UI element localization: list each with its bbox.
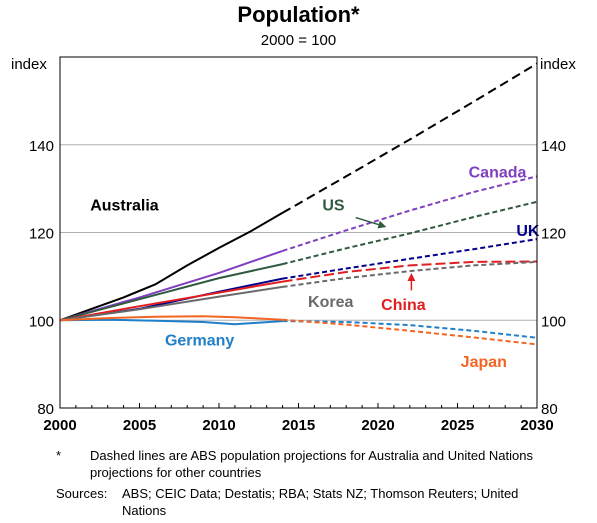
- annotation-arrow-0: [355, 216, 387, 229]
- sources-text: ABS; CEIC Data; Destatis; RBA; Stats NZ;…: [122, 486, 519, 518]
- series-label-uk: UK: [516, 223, 540, 240]
- plot-frame: [59, 56, 538, 409]
- footnote-text: Dashed lines are ABS population projecti…: [90, 448, 533, 480]
- series-us-actual: [59, 263, 283, 322]
- y-tick-right-140: 140: [541, 138, 566, 155]
- series-korea-projection: [282, 260, 538, 288]
- chart-title: Population*: [237, 2, 360, 27]
- series-us-projection: [282, 200, 538, 266]
- series-label-japan: Japan: [461, 354, 507, 371]
- series-china-actual: [59, 280, 283, 322]
- population-line-chart: 80 80 100 100 120 120 140 140 2000 2005 2010 2015 20…: [29, 56, 566, 434]
- y-tick-left-140: 140: [29, 138, 54, 155]
- series-canada-projection: [282, 175, 538, 252]
- x-tick-label-2000: 2000: [43, 417, 76, 434]
- series-label-china: China: [381, 297, 426, 314]
- chart-notes: * Dashed lines are ABS population projec…: [56, 447, 560, 519]
- y-tick-right-80: 80: [541, 401, 558, 418]
- series-china-projection: [282, 260, 538, 283]
- y-tick-left-100: 100: [29, 313, 54, 330]
- series-australia-actual: [59, 211, 284, 322]
- series-germany-projection: [282, 320, 538, 339]
- series-label-canada: Canada: [469, 165, 527, 182]
- chart-subtitle: 2000 = 100: [260, 32, 337, 49]
- series-germany-actual: [59, 318, 283, 326]
- sources-label: Sources:: [56, 486, 108, 501]
- series-australia-projection: [282, 62, 538, 214]
- x-tick-label-2005: 2005: [123, 417, 156, 434]
- left-axis-unit: index: [11, 56, 47, 73]
- series-label-korea: Korea: [308, 294, 353, 311]
- y-tick-right-100: 100: [541, 313, 566, 330]
- series-korea-actual: [59, 285, 283, 322]
- right-axis-unit: index: [540, 56, 576, 73]
- y-tick-right-120: 120: [541, 226, 566, 243]
- x-tick-label-2015: 2015: [282, 417, 315, 434]
- footnote-marker: *: [56, 448, 62, 463]
- y-tick-left-120: 120: [29, 226, 54, 243]
- series-label-us: US: [322, 198, 345, 215]
- x-tick-label-2020: 2020: [361, 417, 394, 434]
- series-label-germany: Germany: [165, 333, 234, 350]
- y-tick-left-80: 80: [37, 401, 54, 418]
- series-japan-projection: [282, 318, 538, 346]
- series-uk-projection: [282, 238, 538, 280]
- x-tick-label-2010: 2010: [202, 417, 235, 434]
- x-tick-label-2025: 2025: [441, 417, 474, 434]
- series-japan-actual: [59, 315, 283, 322]
- series-label-australia: Australia: [90, 198, 159, 215]
- x-tick-label-2030: 2030: [520, 417, 553, 434]
